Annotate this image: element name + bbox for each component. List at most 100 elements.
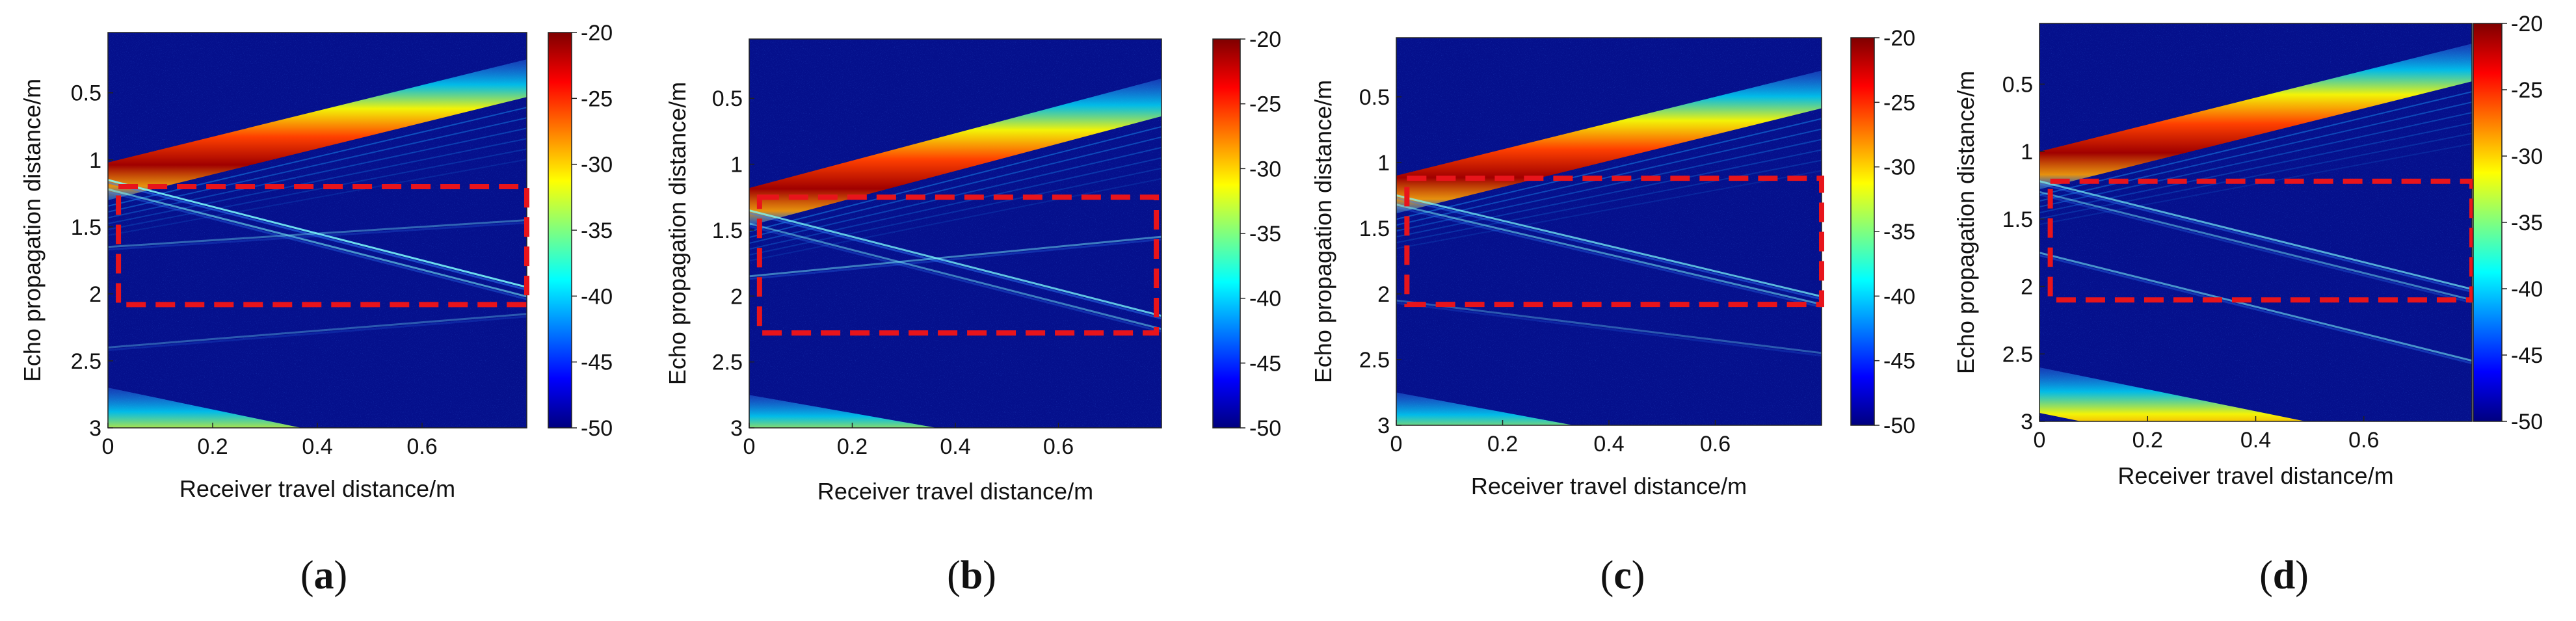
colorbar-tick-label: -20 [581, 21, 613, 46]
direct-wave-trace [749, 126, 1162, 233]
y-tick-label: 0.5 [71, 81, 101, 106]
reflection-trace-shadow [749, 238, 1162, 280]
x-tick-label: 0 [1390, 432, 1403, 456]
panel-b: 0 0.2 0.4 0.6 0.5 1 1.5 2 2.5 3 Receiver travel di… [664, 27, 1281, 598]
colorbar-tick-label: -45 [581, 350, 613, 375]
y-tick-label: 1.5 [2002, 207, 2033, 232]
reflection-trace [2039, 191, 2472, 301]
y-tick-label: 1 [89, 148, 101, 173]
colorbar-tick-label: -45 [1249, 351, 1281, 376]
colorbar-tick-label: -20 [1249, 27, 1281, 52]
x-tick-label: 0.4 [940, 434, 970, 459]
heatmap-image [108, 33, 527, 428]
x-tick-label: 0.4 [1593, 432, 1624, 456]
y-tick-label: 2 [1377, 282, 1390, 307]
y-axis-label: Echo propagation distance/m [664, 82, 691, 385]
colorbar-tick-label: -40 [1883, 284, 1915, 309]
reflection-trace [2039, 180, 2472, 291]
reflection-trace-shadow [108, 181, 527, 291]
x-tick-label: 0.6 [1043, 434, 1074, 459]
reflection-trace [2039, 252, 2472, 362]
direct-wave-trace [108, 148, 527, 230]
x-tick-label: 0.6 [406, 434, 437, 459]
reflection-trace [108, 188, 527, 298]
reflection-trace [1396, 194, 1822, 298]
panel-label-open: ( [947, 553, 961, 598]
y-tick-label: 1.5 [712, 218, 743, 243]
x-tick-label: 0.2 [1487, 432, 1518, 456]
direct-wave-trace [108, 138, 527, 224]
panel-label-close: ) [334, 553, 348, 598]
colorbar-tick-label: -50 [1249, 416, 1281, 441]
y-tick-label: 2 [730, 284, 743, 309]
bottom-wave-band [108, 388, 302, 428]
x-tick-label: 0.4 [302, 434, 332, 459]
colorbar [1212, 38, 1241, 429]
panel-label-close: ) [983, 553, 996, 598]
direct-wave-trace [2039, 101, 2472, 202]
heatmap-image [2039, 23, 2472, 421]
y-tick-label: 2.5 [71, 349, 101, 374]
highlight-box [1404, 176, 1825, 308]
panel-label-open: ( [2259, 553, 2273, 598]
colorbar-tick-label: -40 [2511, 277, 2543, 302]
y-tick-label: 2.5 [712, 350, 743, 375]
reflection-trace-shadow [2039, 183, 2472, 293]
panel-label-letter: c [1613, 553, 1632, 598]
panel-label-open: ( [1600, 553, 1614, 598]
colorbar-tick-label: -30 [2511, 144, 2543, 169]
direct-wave-trace [1396, 128, 1822, 226]
y-axis-label: Echo propagation distance/m [19, 79, 46, 382]
heatmap-image [1396, 38, 1822, 425]
colorbar-tick-label: -35 [1249, 222, 1281, 246]
panel-d: 0 0.2 0.4 0.6 0.5 1 1.5 2 2.5 3 Receiver travel di… [1952, 12, 2543, 598]
direct-wave-trace [749, 136, 1162, 239]
direct-wave-trace [2039, 143, 2472, 226]
reflection-trace-shadow [108, 315, 527, 351]
heatmap-image [749, 39, 1162, 428]
reflection-trace-shadow [749, 225, 1162, 333]
y-tick-label: 2.5 [1359, 348, 1390, 373]
y-tick-label: 3 [1377, 414, 1390, 438]
direct-wave-trace [108, 107, 527, 207]
direct-wave-trace [108, 159, 527, 236]
reflection-trace [749, 222, 1162, 330]
colorbar [1850, 37, 1875, 426]
y-tick-label: 3 [730, 416, 743, 441]
direct-wave-trace [2039, 91, 2472, 196]
colorbar-tick-label: -20 [2511, 12, 2543, 36]
y-tick-label: 3 [2021, 410, 2033, 434]
panel-label-letter: a [314, 553, 334, 598]
panel-label-open: ( [300, 553, 314, 598]
x-axis-label: Receiver travel distance/m [1471, 473, 1747, 499]
x-tick-label: 0 [2034, 428, 2046, 453]
bottom-wave-band [2039, 367, 2306, 421]
panel-label-close: ) [1632, 553, 1645, 598]
colorbar-tick-label: -30 [1249, 157, 1281, 181]
direct-wave-trace [2039, 133, 2472, 220]
direct-wave-trace [749, 178, 1162, 262]
panel-label-letter: b [961, 553, 983, 598]
reflection-trace [108, 179, 527, 289]
colorbar-tick-label: -35 [1883, 220, 1915, 244]
x-axis-label: Receiver travel distance/m [179, 475, 455, 502]
bottom-wave-band [1396, 392, 1574, 425]
direct-wave-band [108, 59, 527, 200]
panel-c: 0 0.2 0.4 0.6 0.5 1 1.5 2 2.5 3 Receiver travel di… [1310, 26, 1915, 598]
panel-label-letter: d [2273, 553, 2295, 598]
x-tick-label: 0.4 [2240, 428, 2271, 453]
direct-wave-trace [108, 117, 527, 213]
y-tick-label: 0.5 [1359, 85, 1390, 110]
y-tick-label: 1 [730, 153, 743, 178]
colorbar [548, 32, 572, 429]
x-axis-label: Receiver travel distance/m [817, 478, 1093, 505]
reflection-trace-shadow [749, 212, 1162, 320]
reflection-trace-shadow [1396, 206, 1822, 308]
colorbar-tick-label: -20 [1883, 26, 1915, 51]
reflection-trace-shadow [1396, 196, 1822, 300]
reflection-trace [749, 209, 1162, 317]
bottom-wave-band [749, 395, 937, 428]
panel-a: 0 0.2 0.4 0.6 0.5 1 1.5 2 2.5 3 Receiver travel di… [19, 21, 613, 598]
direct-wave-trace [1396, 159, 1822, 244]
y-tick-label: 0.5 [2002, 72, 2033, 97]
